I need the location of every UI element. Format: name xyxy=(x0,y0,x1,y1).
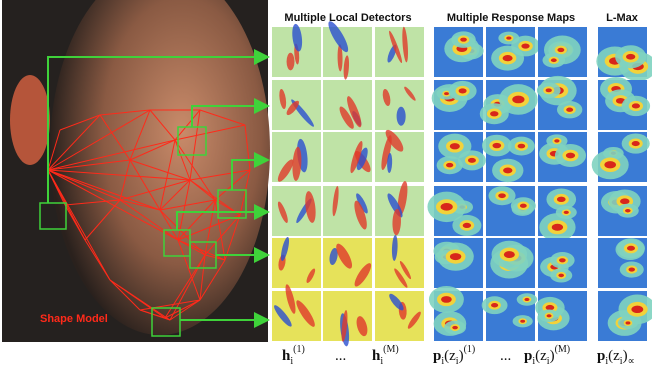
header: L-Max xyxy=(606,12,639,24)
filter-stripe xyxy=(287,53,295,71)
response-blob xyxy=(444,92,449,95)
response-blob xyxy=(490,111,498,116)
math-label: hi(1) xyxy=(282,344,305,367)
response-blob xyxy=(503,167,512,173)
response-blob xyxy=(552,224,563,231)
math-label: pi(zi)(1) xyxy=(433,344,475,367)
response-blob xyxy=(506,36,511,39)
response-blob xyxy=(546,305,555,310)
response-blob xyxy=(450,143,460,149)
response-blob xyxy=(551,58,557,62)
response-blob xyxy=(521,43,529,48)
response-blob xyxy=(566,153,575,159)
tiles xyxy=(272,19,652,347)
math-label: hi(M) xyxy=(372,344,399,367)
shape-label: Shape Model xyxy=(40,313,108,325)
response-blob xyxy=(512,96,524,104)
math-label: pi(zi)∝ xyxy=(597,348,635,367)
response-blob xyxy=(468,158,476,163)
response-blob xyxy=(558,274,564,278)
response-blob xyxy=(459,88,467,93)
response-blob xyxy=(627,246,635,251)
response-blob xyxy=(452,326,458,329)
response-blob xyxy=(498,193,506,198)
response-blob xyxy=(524,298,529,301)
response-blob xyxy=(450,253,461,260)
figure: Shape Model Multiple Local Detectors Mul… xyxy=(0,0,652,370)
response-blob xyxy=(604,161,616,168)
response-blob xyxy=(625,209,631,212)
response-blob xyxy=(632,141,640,146)
response-blob xyxy=(557,48,564,52)
response-blob xyxy=(559,258,566,262)
ear xyxy=(10,75,50,165)
response-blob xyxy=(620,198,629,204)
response-blob xyxy=(503,55,513,61)
response-blob xyxy=(566,108,573,112)
ellipsis: ... xyxy=(500,348,511,364)
ellipsis: ... xyxy=(335,348,346,364)
response-blob xyxy=(626,321,631,324)
header: Multiple Local Detectors xyxy=(284,12,411,24)
response-blob xyxy=(547,314,552,317)
response-blob xyxy=(441,203,453,211)
response-blob xyxy=(631,306,643,313)
response-blob xyxy=(626,54,635,60)
response-blob xyxy=(504,251,515,258)
response-blob xyxy=(441,296,452,303)
math-label: pi(zi)(M) xyxy=(524,344,570,367)
response-blob xyxy=(518,144,526,149)
response-blob xyxy=(557,197,566,202)
response-blob xyxy=(629,268,635,272)
detector-tile xyxy=(375,238,424,288)
response-blob xyxy=(460,38,467,42)
response-blob xyxy=(492,143,501,148)
response-blob xyxy=(491,303,498,307)
response-blob xyxy=(546,88,552,92)
response-blob xyxy=(554,139,559,142)
response-blob xyxy=(520,204,527,208)
response-blob xyxy=(463,223,471,228)
header: Multiple Response Maps xyxy=(447,12,575,24)
response-blob xyxy=(632,103,640,108)
response-blob xyxy=(520,320,525,323)
response-blob xyxy=(446,163,453,168)
response-blob xyxy=(564,211,569,214)
